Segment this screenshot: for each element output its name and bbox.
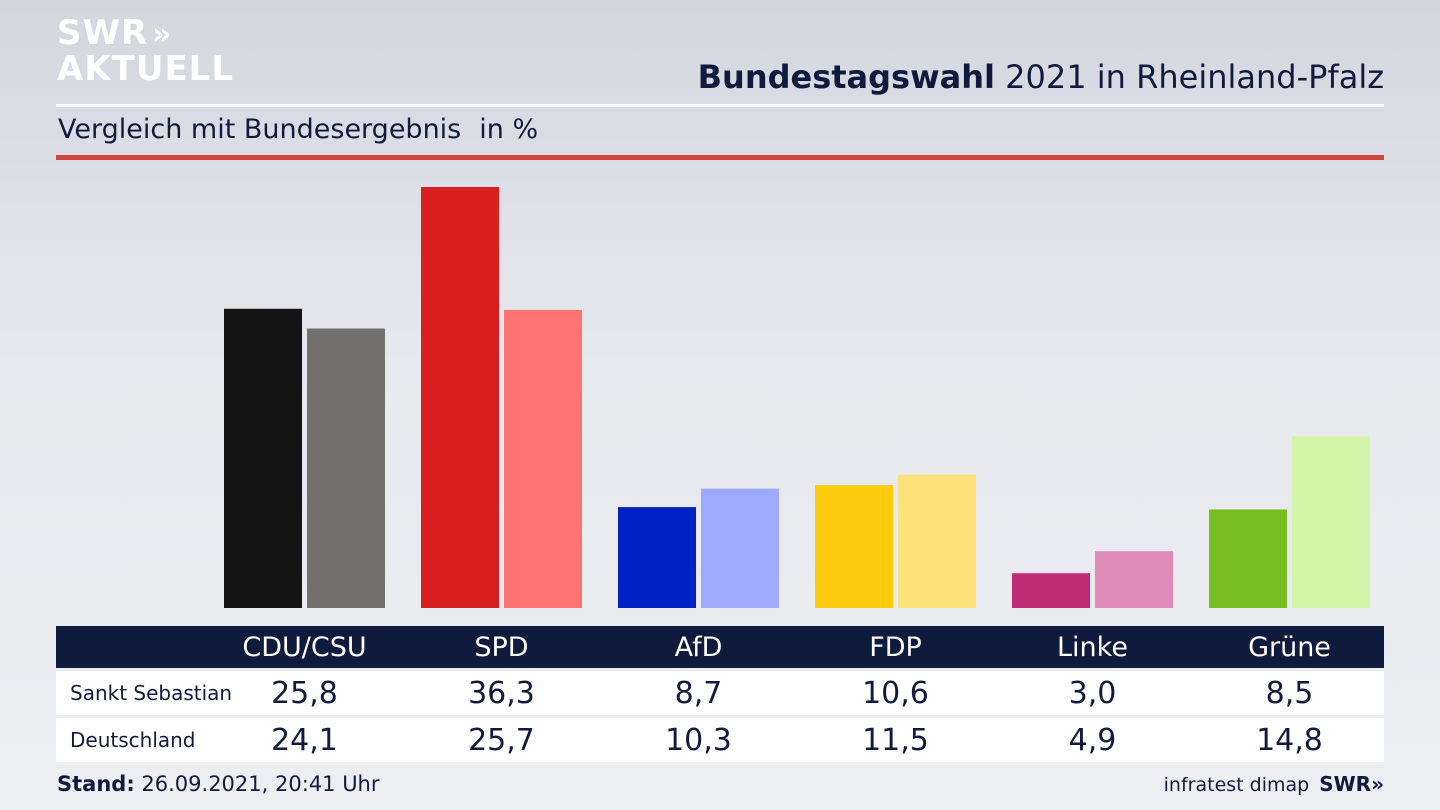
category-label-linke: Linke xyxy=(1057,631,1128,663)
bar-fdp-deutschland xyxy=(898,474,976,608)
bar-spd-deutschland xyxy=(504,309,582,608)
bar-linke-sankt-sebastian xyxy=(1012,573,1090,608)
bar-afd-deutschland xyxy=(701,488,779,608)
value-fdp-sankt-sebastian: 10,6 xyxy=(862,675,929,711)
value-cdu-csu-deutschland: 24,1 xyxy=(271,722,338,758)
table-header-row: CDU/CSU SPD AfD FDP Linke Grüne xyxy=(56,626,1384,668)
swr-aktuell-logo: SWR» AKTUELL xyxy=(57,13,235,89)
page-title: Bundestagswahl 2021 in Rheinland-Pfalz xyxy=(698,58,1384,96)
value-cdu-csu-sankt-sebastian: 25,8 xyxy=(271,675,338,711)
value-gr-ne-sankt-sebastian: 8,5 xyxy=(1265,675,1314,711)
value-spd-deutschland: 25,7 xyxy=(468,722,535,758)
source-label: infratest dimap xyxy=(1163,774,1310,796)
swr-footer-logo: SWR» xyxy=(1319,772,1384,796)
value-linke-deutschland: 4,9 xyxy=(1068,722,1117,758)
bar-gr-ne-deutschland xyxy=(1292,436,1370,608)
table-row-deutschland: Deutschland 24,1 25,7 10,3 11,5 4,9 14,8 xyxy=(56,718,1384,762)
category-label-gr-ne: Grüne xyxy=(1248,631,1331,663)
bar-afd-sankt-sebastian xyxy=(618,507,696,608)
bar-cdu-csu-deutschland xyxy=(307,328,385,608)
value-afd-deutschland: 10,3 xyxy=(665,722,732,758)
bar-linke-deutschland xyxy=(1095,551,1173,608)
timestamp: Stand: 26.09.2021, 20:41 Uhr xyxy=(57,772,380,796)
category-label-cdu-csu: CDU/CSU xyxy=(242,631,367,663)
bar-spd-sankt-sebastian xyxy=(421,187,499,608)
table-row-sankt-sebastian: Sankt Sebastian 25,8 36,3 8,7 10,6 3,0 8,5 xyxy=(56,671,1384,715)
title-rest: 2021 in Rheinland-Pfalz xyxy=(1005,58,1384,96)
category-label-fdp: FDP xyxy=(869,631,922,663)
bar-gr-ne-sankt-sebastian xyxy=(1209,509,1287,608)
row-label: Deutschland xyxy=(70,728,196,752)
chart-subtitle: Vergleich mit Bundesergebnis in % xyxy=(58,114,539,145)
unit-label: in % xyxy=(479,114,539,145)
bar-fdp-sankt-sebastian xyxy=(815,485,893,608)
value-linke-sankt-sebastian: 3,0 xyxy=(1068,675,1117,711)
row-label: Sankt Sebastian xyxy=(70,681,233,705)
value-gr-ne-deutschland: 14,8 xyxy=(1256,722,1323,758)
category-label-afd: AfD xyxy=(674,631,723,663)
bar-cdu-csu-sankt-sebastian xyxy=(224,308,302,608)
value-fdp-deutschland: 11,5 xyxy=(862,722,929,758)
results-table: CDU/CSU SPD AfD FDP Linke Grüne Sankt Sebasti… xyxy=(56,626,1384,762)
source-credit: infratest dimap SWR» xyxy=(1164,772,1384,796)
title-bold: Bundestagswahl xyxy=(697,58,995,96)
accent-divider xyxy=(56,155,1384,160)
value-spd-sankt-sebastian: 36,3 xyxy=(468,675,535,711)
value-afd-sankt-sebastian: 8,7 xyxy=(674,675,723,711)
category-label-spd: SPD xyxy=(474,631,529,663)
header-divider xyxy=(56,104,1384,107)
